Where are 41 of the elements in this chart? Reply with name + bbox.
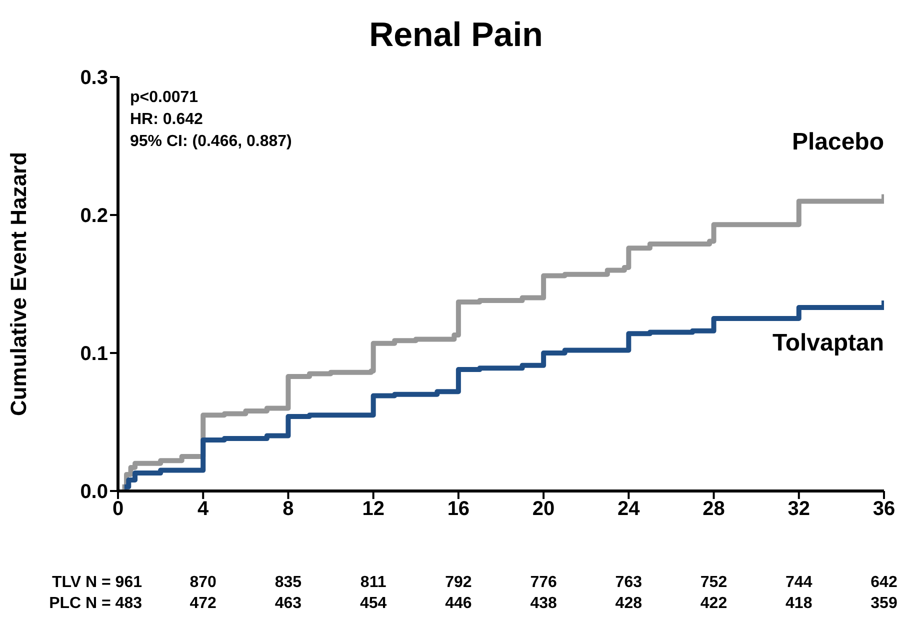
text: TLV N = 961 bbox=[52, 574, 142, 592]
text: 446 bbox=[444, 595, 473, 613]
annotation: HR: 0.642 bbox=[130, 110, 204, 130]
x-tick-label: 20 bbox=[532, 498, 555, 520]
x-tick-label: 16 bbox=[447, 498, 470, 520]
x-tick-label: 28 bbox=[702, 498, 725, 520]
x-tick-label: 12 bbox=[362, 498, 384, 520]
text: 776 bbox=[529, 574, 558, 592]
x-tick-label: 32 bbox=[788, 498, 810, 520]
text: 763 bbox=[614, 574, 643, 592]
y-tick-label: 0.1 bbox=[80, 343, 108, 366]
annotation: 95% CI: (0.466, 0.887) bbox=[130, 132, 292, 152]
x-tick-label: 0 bbox=[112, 498, 124, 520]
text: 744 bbox=[784, 574, 814, 592]
x-tick-label: 36 bbox=[872, 498, 896, 520]
series-label: Tolvaptan bbox=[772, 330, 884, 357]
text: 428 bbox=[614, 595, 643, 613]
text: 438 bbox=[529, 595, 558, 613]
text: 642 bbox=[870, 574, 898, 592]
y-tick-label: 0.3 bbox=[80, 67, 108, 90]
text: 752 bbox=[699, 574, 728, 592]
x-tick-label: 8 bbox=[282, 498, 294, 520]
text: 418 bbox=[784, 595, 814, 613]
series-label: Placebo bbox=[792, 128, 884, 156]
annotation: p<0.0071 bbox=[130, 88, 200, 108]
text: PLC N = 483 bbox=[49, 595, 142, 613]
y-tick-label: 0.2 bbox=[80, 205, 108, 228]
text: 835 bbox=[274, 574, 303, 592]
chart-title: Renal Pain bbox=[368, 16, 544, 55]
text: 792 bbox=[444, 574, 473, 592]
text: 472 bbox=[188, 595, 218, 613]
x-tick-label: 4 bbox=[198, 498, 210, 520]
text: 811 bbox=[359, 574, 388, 592]
text: 422 bbox=[699, 595, 728, 613]
y-tick-label: 0.0 bbox=[80, 481, 108, 504]
text: 454 bbox=[358, 595, 388, 613]
text: 463 bbox=[274, 595, 303, 613]
y-axis-title: Cumulative Event Hazard bbox=[6, 152, 31, 416]
x-tick-label: 24 bbox=[618, 498, 641, 520]
text: 870 bbox=[188, 574, 218, 592]
text: 359 bbox=[870, 595, 898, 613]
